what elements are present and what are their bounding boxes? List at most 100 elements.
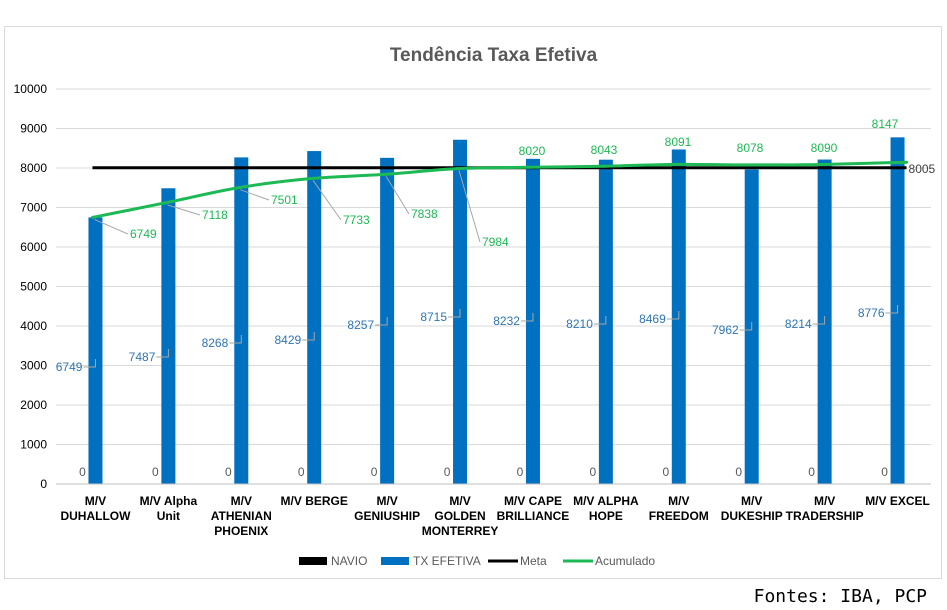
bar-tx-efetiva: [88, 217, 103, 485]
acumulado-data-label: 7984: [482, 235, 509, 249]
acumulado-point: [528, 165, 532, 169]
x-tick-label: BRILLIANCE: [497, 509, 570, 523]
acumulado-leader-line: [385, 176, 410, 215]
x-tick-label: PHOENIX: [214, 524, 268, 538]
x-tick-label: M/V EXCEL: [865, 494, 930, 508]
acumulado-data-label: 7838: [411, 207, 438, 221]
acumulado-data-label: 7501: [271, 193, 298, 207]
y-tick-label: 6000: [20, 240, 47, 254]
navio-data-label: 0: [881, 465, 888, 479]
acumulado-point: [455, 167, 459, 171]
y-tick-label: 0: [40, 477, 47, 491]
legend-swatch: [381, 557, 409, 565]
navio-data-label: 0: [662, 465, 669, 479]
acumulado-leader-line: [94, 218, 129, 235]
navio-data-label: 0: [590, 465, 597, 479]
acumulado-data-label: 8020: [519, 144, 546, 158]
acumulado-point: [905, 160, 909, 164]
navio-data-label: 0: [79, 465, 86, 479]
navio-data-label: 0: [152, 465, 159, 479]
tx-efetiva-data-label: 8469: [639, 312, 666, 326]
navio-data-label: 0: [808, 465, 815, 479]
tx-efetiva-leader-line: [229, 335, 242, 344]
chart-title: Tendência Taxa Efetiva: [390, 45, 598, 66]
tx-efetiva-data-label: 8715: [420, 310, 447, 324]
tx-efetiva-data-label: 7487: [129, 350, 156, 364]
tx-efetiva-data-label: 8429: [275, 333, 302, 347]
tx-efetiva-leader-line: [739, 322, 753, 331]
tx-efetiva-leader-line: [375, 317, 388, 326]
tx-efetiva-data-label: 8232: [493, 314, 520, 328]
tx-efetiva-leader-line: [83, 359, 96, 368]
y-tick-label: 1000: [20, 438, 47, 452]
legend-label: TX EFETIVA: [413, 554, 481, 568]
bar-tx-efetiva: [161, 188, 176, 485]
x-tick-label: M/V: [85, 494, 106, 508]
acumulado-line: [92, 160, 907, 219]
x-tick-label: M/V: [231, 494, 252, 508]
acumulado-leader-line: [240, 189, 270, 201]
acumulado-leader-line: [167, 204, 201, 216]
navio-data-label: 0: [517, 465, 524, 479]
x-tick-label: M/V: [814, 494, 835, 508]
y-tick-label: 8000: [20, 161, 47, 175]
tx-efetiva-leader-line: [448, 309, 461, 318]
x-tick-label: DUKESHIP: [721, 509, 783, 523]
acumulado-data-label: 8091: [665, 135, 692, 149]
acumulado-point: [674, 162, 678, 166]
legend-label: NAVIO: [331, 554, 367, 568]
tx-efetiva-data-label: 8776: [858, 306, 885, 320]
y-tick-label: 3000: [20, 359, 47, 373]
acumulado-data-label: 6749: [130, 227, 157, 241]
x-tick-label: M/V: [668, 494, 689, 508]
legend-label: Acumulado: [595, 554, 655, 568]
tx-efetiva-data-label: 8257: [347, 318, 374, 332]
x-tick-label: GOLDEN: [434, 509, 485, 523]
y-tick-label: 7000: [20, 201, 47, 215]
navio-data-label: 0: [735, 465, 742, 479]
y-tick-label: 4000: [20, 319, 47, 333]
bar-tx-efetiva: [234, 157, 249, 484]
x-tick-label: DUHALLOW: [60, 509, 131, 523]
acumulado-point: [309, 177, 313, 181]
acumulado-point: [163, 201, 167, 205]
navio-data-label: 0: [444, 465, 451, 479]
tx-efetiva-data-label: 8214: [785, 317, 812, 331]
x-tick-label: HOPE: [589, 509, 623, 523]
acumulado-point: [382, 172, 386, 176]
y-tick-label: 10000: [14, 82, 48, 96]
tx-efetiva-leader-line: [156, 349, 169, 358]
x-tick-label: TRADERSHIP: [786, 509, 864, 523]
acumulado-leader-line: [312, 180, 342, 221]
chart-frame: Tendência Taxa Efetiva 0 1000 2000 3000 4000 5…: [4, 26, 942, 579]
y-tick-label: 5000: [20, 280, 47, 294]
tx-efetiva-leader-line: [593, 316, 607, 325]
legend-swatch: [299, 557, 327, 565]
tx-efetiva-leader-line: [812, 316, 826, 325]
x-tick-label: M/V CAPE: [504, 494, 562, 508]
tx-efetiva-leader-line: [885, 305, 899, 314]
x-tick-label: GENIUSHIP: [354, 509, 420, 523]
acumulado-data-label: 8147: [872, 117, 899, 131]
tx-efetiva-leader-line: [666, 311, 680, 320]
x-tick-label: M/V: [449, 494, 470, 508]
x-tick-label: M/V: [741, 494, 762, 508]
acumulado-leader-line: [458, 170, 481, 243]
tx-efetiva-leader-line: [520, 313, 534, 322]
x-tick-label: FREEDOM: [649, 509, 709, 523]
meta-end-label: 8005: [909, 162, 936, 176]
acumulado-data-label: 8043: [591, 143, 618, 157]
acumulado-point: [820, 162, 824, 166]
bar-tx-efetiva: [307, 151, 322, 484]
acumulado-data-label: 8090: [811, 141, 838, 155]
x-tick-label: M/V ALPHA: [573, 494, 639, 508]
acumulado-data-label: 7118: [202, 208, 228, 222]
acumulado-point: [601, 164, 605, 168]
y-tick-label: 2000: [20, 398, 47, 412]
x-tick-label: M/V: [376, 494, 397, 508]
acumulado-point: [90, 215, 94, 219]
tx-efetiva-data-label: 8268: [202, 336, 229, 350]
tx-efetiva-leader-line: [302, 332, 315, 341]
source-note: Fontes: IBA, PCP: [753, 586, 927, 607]
acumulado-data-label: 7733: [343, 213, 370, 227]
